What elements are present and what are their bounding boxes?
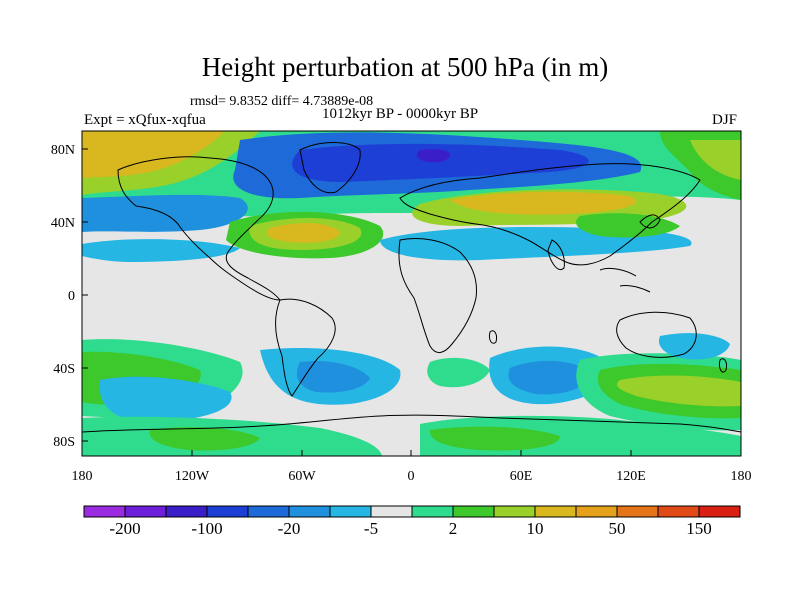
stats-text: rmsd= 9.8352 diff= 4.73889e-08 [190, 94, 374, 109]
lon-label-60w: 60W [288, 469, 316, 484]
period-text: 1012kyr BP - 0000kyr BP [322, 106, 479, 122]
colorbar-swatch [165, 505, 208, 518]
lat-label-80s: 80S [53, 435, 75, 450]
lon-label-120e: 120E [616, 469, 646, 484]
lon-label-60e: 60E [510, 469, 533, 484]
tick-marks [81, 148, 742, 456]
colorbar-swatch [657, 505, 700, 518]
colorbar-swatch [698, 505, 741, 518]
lon-label-180e: 180 [731, 469, 752, 484]
colorbar-label-3: -5 [364, 519, 378, 538]
colorbar-swatch [288, 505, 331, 518]
lat-label-80n: 80N [51, 143, 75, 158]
lon-label-120w: 120W [175, 469, 210, 484]
colorbar-labels: -200 -100 -20 -5 2 10 50 150 [109, 519, 711, 538]
experiment-label: Expt = xQfux-xqfua [84, 112, 206, 128]
coastlines [82, 142, 741, 433]
colorbar-label-4: 2 [449, 519, 458, 538]
lat-labels: 80N 40N 0 40S 80S [51, 143, 75, 450]
lat-label-40s: 40S [53, 362, 75, 377]
colorbar-swatch [124, 505, 167, 518]
colorbar-swatch [575, 505, 618, 518]
lat-label-0: 0 [68, 289, 75, 304]
lon-labels: 180 120W 60W 0 60E 120E 180 [72, 469, 752, 484]
colorbar-swatch [452, 505, 495, 518]
colorbar-label-0: -200 [109, 519, 140, 538]
colorbar-swatch [206, 505, 249, 518]
plot-title: Height perturbation at 500 hPa (in m) [201, 52, 609, 82]
colorbar-swatch [370, 505, 413, 518]
season-label: DJF [712, 112, 738, 128]
lat-label-40n: 40N [51, 216, 75, 231]
colorbar-label-5: 10 [527, 519, 544, 538]
colorbar-swatch [534, 505, 577, 518]
colorbar-swatch [493, 505, 536, 518]
colorbar-swatch [83, 505, 126, 518]
colorbar-swatch [247, 505, 290, 518]
colorbar-label-6: 50 [609, 519, 626, 538]
colorbar [83, 505, 741, 518]
colorbar-swatch [329, 505, 372, 518]
lon-label-0: 0 [408, 469, 415, 484]
colorbar-swatch [616, 505, 659, 518]
colorbar-label-7: 150 [686, 519, 712, 538]
colorbar-swatch [411, 505, 454, 518]
colorbar-label-1: -100 [191, 519, 222, 538]
lon-label-180w: 180 [72, 469, 93, 484]
colorbar-label-2: -20 [278, 519, 301, 538]
